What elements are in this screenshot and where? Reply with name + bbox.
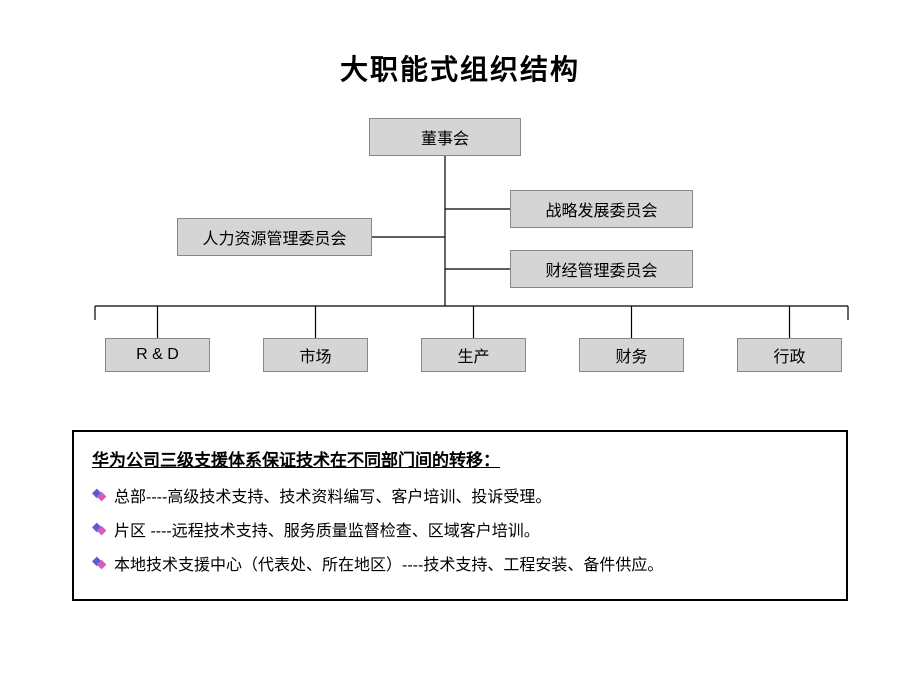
info-box: 华为公司三级支援体系保证技术在不同部门间的转移： 总部----高级技术支持、技术… bbox=[72, 430, 848, 601]
org-node-finance: 财经管理委员会 bbox=[510, 250, 693, 288]
diamond-bullet-icon bbox=[92, 487, 108, 503]
info-heading: 华为公司三级支援体系保证技术在不同部门间的转移： bbox=[92, 446, 828, 471]
org-node-prod: 生产 bbox=[421, 338, 526, 372]
org-node-market: 市场 bbox=[263, 338, 368, 372]
info-bullet: 片区 ----远程技术支持、服务质量监督检查、区域客户培训。 bbox=[92, 517, 828, 541]
info-bullet: 本地技术支援中心（代表处、所在地区）----技术支持、工程安装、备件供应。 bbox=[92, 551, 828, 575]
org-node-fin: 财务 bbox=[579, 338, 684, 372]
org-node-strategy: 战略发展委员会 bbox=[510, 190, 693, 228]
org-node-hr: 人力资源管理委员会 bbox=[177, 218, 372, 256]
info-bullet-text: 片区 ----远程技术支持、服务质量监督检查、区域客户培训。 bbox=[114, 517, 540, 541]
info-bullet-list: 总部----高级技术支持、技术资料编写、客户培训、投诉受理。片区 ----远程技… bbox=[92, 483, 828, 575]
org-node-board: 董事会 bbox=[369, 118, 521, 156]
info-bullet-text: 本地技术支援中心（代表处、所在地区）----技术支持、工程安装、备件供应。 bbox=[114, 551, 663, 575]
org-node-rd: R & D bbox=[105, 338, 210, 372]
info-bullet: 总部----高级技术支持、技术资料编写、客户培训、投诉受理。 bbox=[92, 483, 828, 507]
diamond-bullet-icon bbox=[92, 555, 108, 571]
org-node-admin: 行政 bbox=[737, 338, 842, 372]
page-title: 大职能式组织结构 bbox=[0, 48, 920, 88]
info-bullet-text: 总部----高级技术支持、技术资料编写、客户培训、投诉受理。 bbox=[114, 483, 551, 507]
diamond-bullet-icon bbox=[92, 521, 108, 537]
